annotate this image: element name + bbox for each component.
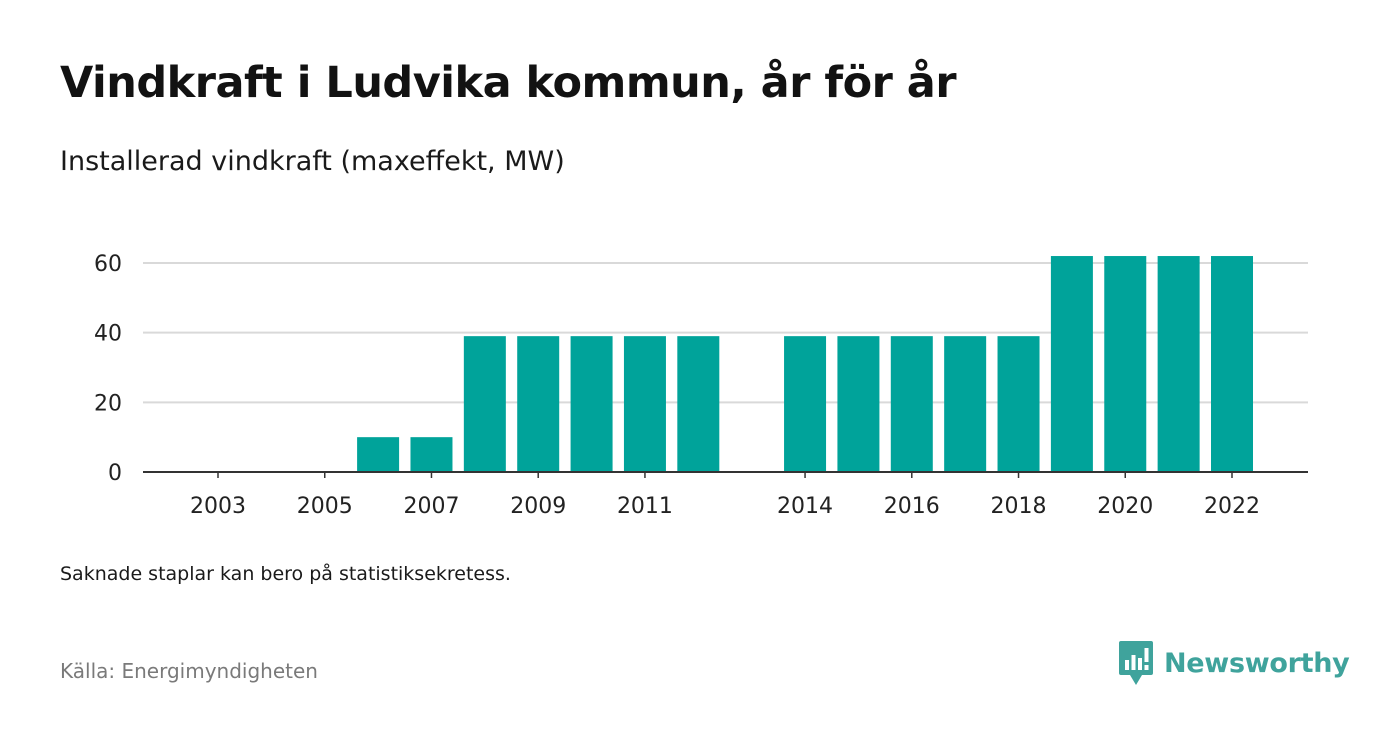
x-tick-label: 2020	[1097, 494, 1153, 519]
y-tick-label: 60	[94, 252, 122, 277]
bar-2016	[890, 336, 933, 472]
chart-note: Saknade staplar kan bero på statistiksek…	[60, 563, 511, 585]
brand-logo: Newsworthy	[1118, 640, 1350, 686]
bar-2021	[1157, 256, 1200, 472]
axes: 0 20 40 60 2003 2005 2007 2009 2011 2014 2016 2018 2…	[94, 252, 1308, 519]
brand-name: Newsworthy	[1164, 647, 1350, 679]
x-tick-label: 2011	[617, 494, 673, 519]
x-tick-label: 2009	[510, 494, 566, 519]
x-tick-label: 2007	[403, 494, 459, 519]
bar-2006	[357, 437, 400, 472]
bar-2017	[944, 336, 987, 472]
bar-2018	[997, 336, 1040, 472]
bar-2009	[517, 336, 560, 472]
chart-title: Vindkraft i Ludvika kommun, år för år	[60, 58, 957, 108]
bar-2014	[784, 336, 827, 472]
bar-2007	[410, 437, 453, 472]
x-tick-label: 2014	[777, 494, 833, 519]
newsworthy-logo-icon	[1119, 641, 1153, 685]
x-tick-label: 2003	[190, 494, 246, 519]
bar-2020	[1104, 256, 1147, 472]
y-tick-label: 40	[94, 322, 122, 347]
x-tick-label: 2005	[297, 494, 353, 519]
x-tick-label: 2018	[991, 494, 1047, 519]
bar-2011	[623, 336, 666, 472]
bar-2008	[463, 336, 506, 472]
source-credit: Källa: Energimyndigheten	[60, 659, 318, 683]
x-tick-label: 2022	[1204, 494, 1260, 519]
bars	[357, 256, 1253, 472]
y-tick-label: 20	[94, 391, 122, 416]
bar-2019	[1050, 256, 1093, 472]
bar-2022	[1211, 256, 1253, 472]
x-tick-label: 2016	[884, 494, 940, 519]
bar-2015	[837, 336, 880, 472]
bar-2010	[570, 336, 613, 472]
chart-subtitle: Installerad vindkraft (maxeffekt, MW)	[60, 146, 565, 177]
y-tick-label: 0	[108, 461, 122, 486]
bar-2012	[677, 336, 720, 472]
